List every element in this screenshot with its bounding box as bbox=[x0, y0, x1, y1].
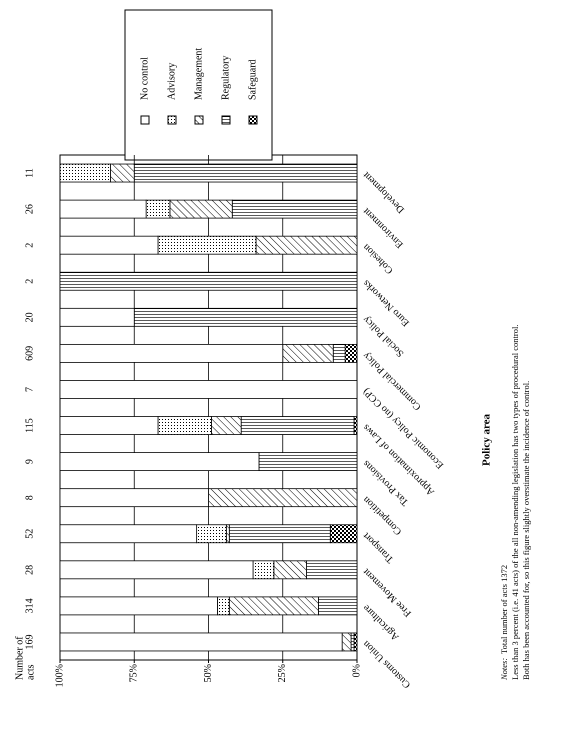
count-label: 8 bbox=[24, 495, 35, 500]
bar-segment bbox=[59, 380, 358, 399]
count-label: Number of bbox=[14, 636, 25, 680]
count-label: 2 bbox=[24, 243, 35, 248]
x-tick-label: Approximation of Laws bbox=[361, 422, 437, 498]
legend-swatch bbox=[248, 115, 258, 125]
legend-label: Management bbox=[193, 48, 204, 100]
bar-segment bbox=[59, 632, 343, 652]
legend-swatch bbox=[167, 115, 177, 125]
bar-segment bbox=[228, 596, 319, 616]
bar-segment bbox=[341, 632, 352, 652]
legend-label: Safeguard bbox=[247, 59, 258, 100]
count-label: 11 bbox=[24, 168, 35, 178]
count-label: 609 bbox=[24, 346, 35, 361]
bar-segment bbox=[252, 560, 275, 580]
bar-segment bbox=[110, 163, 135, 183]
bar-segment bbox=[59, 452, 260, 472]
bar-segment bbox=[217, 596, 230, 616]
legend-label: Advisory bbox=[166, 63, 177, 100]
bar-segment bbox=[59, 235, 159, 255]
bar-segment bbox=[59, 343, 284, 363]
bar-segment bbox=[231, 199, 358, 219]
bar-segment bbox=[59, 596, 218, 616]
bar-segment bbox=[273, 560, 307, 580]
bar-segment bbox=[211, 416, 242, 435]
axis-title: Policy area bbox=[481, 413, 493, 466]
bar-segment bbox=[332, 343, 346, 363]
bar-segment bbox=[225, 524, 230, 544]
bar-segment bbox=[240, 416, 355, 435]
bar-segment bbox=[208, 488, 358, 508]
bar-segment bbox=[317, 596, 358, 616]
legend-label: Regulatory bbox=[220, 56, 231, 100]
bar-segment bbox=[157, 235, 257, 255]
count-label: 26 bbox=[24, 204, 35, 214]
rotated-chart: Policy area Number of acts Notes: Total … bbox=[14, 9, 531, 690]
bar-segment bbox=[133, 307, 358, 327]
note: Total number of acts 1372 bbox=[499, 565, 509, 654]
bar-segment bbox=[258, 452, 358, 472]
bar-segment bbox=[196, 524, 227, 544]
note: Less than 3 percent (i.e. 41 acts) of th… bbox=[510, 325, 520, 680]
legend-label: No control bbox=[139, 57, 150, 100]
bar-segment bbox=[353, 416, 358, 435]
y-tick-label: 25% bbox=[277, 664, 288, 682]
bar-segment bbox=[59, 163, 111, 183]
x-tick-label: Customs Union bbox=[361, 638, 413, 690]
y-tick-label: 0% bbox=[351, 664, 362, 677]
count-label: acts bbox=[25, 664, 36, 680]
count-label: 52 bbox=[24, 529, 35, 539]
y-tick-label: 100% bbox=[54, 664, 65, 687]
bar-segment bbox=[157, 416, 212, 435]
bar-segment bbox=[228, 524, 331, 544]
bar-segment bbox=[59, 488, 209, 508]
bar-segment bbox=[59, 560, 254, 580]
count-label: 314 bbox=[24, 598, 35, 613]
bar-segment bbox=[169, 199, 233, 219]
count-label: 7 bbox=[24, 387, 35, 392]
notes-label: Notes: bbox=[499, 658, 509, 681]
count-label: 20 bbox=[24, 312, 35, 322]
count-label: 169 bbox=[24, 634, 35, 649]
legend bbox=[124, 9, 273, 161]
count-label: 2 bbox=[24, 279, 35, 284]
bar-segment bbox=[306, 560, 358, 580]
bar-segment bbox=[59, 307, 135, 327]
count-label: 115 bbox=[24, 418, 35, 433]
legend-swatch bbox=[194, 115, 204, 125]
bar-segment bbox=[344, 343, 358, 363]
legend-swatch bbox=[221, 115, 231, 125]
bar-segment bbox=[282, 343, 334, 363]
bar-segment bbox=[59, 271, 358, 291]
bar-segment bbox=[145, 199, 171, 219]
bar-segment bbox=[350, 632, 355, 652]
bar-segment bbox=[255, 235, 358, 255]
bar-segment bbox=[59, 199, 147, 219]
bar-segment bbox=[329, 524, 358, 544]
bar-segment bbox=[353, 632, 358, 652]
legend-swatch bbox=[140, 115, 150, 125]
bar-segment bbox=[59, 416, 159, 435]
count-label: 9 bbox=[24, 459, 35, 464]
bar-segment bbox=[133, 163, 358, 183]
y-tick-label: 75% bbox=[129, 664, 140, 682]
count-label: 28 bbox=[24, 565, 35, 575]
note: Both has been accounted for, so this fig… bbox=[521, 381, 531, 680]
x-tick-label: Cohesion bbox=[361, 241, 395, 275]
x-tick-label: Transport bbox=[361, 530, 396, 565]
y-tick-label: 50% bbox=[203, 664, 214, 682]
bar-segment bbox=[59, 524, 198, 544]
